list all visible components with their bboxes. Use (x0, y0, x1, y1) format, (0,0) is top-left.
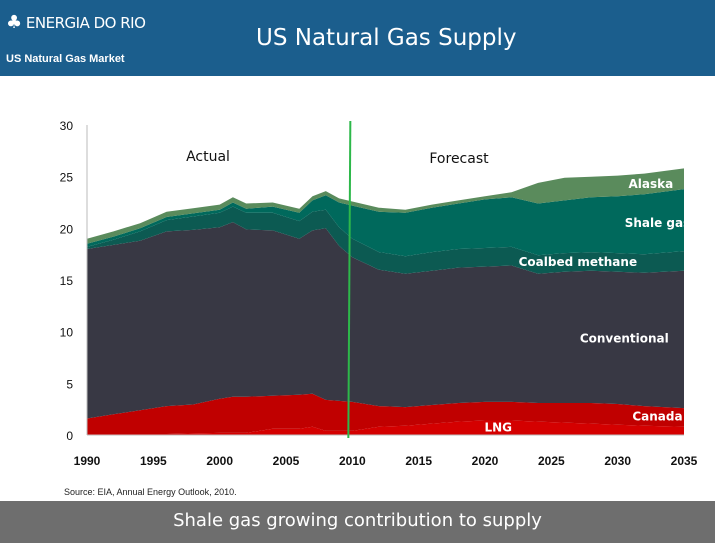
y-tick-label: 20 (60, 222, 74, 236)
logo-flame-icon: ♣ (6, 12, 22, 33)
series-label-shale-gas: Shale gas (625, 216, 691, 230)
region-label: Actual (186, 149, 230, 165)
x-tick-label: 2015 (405, 454, 432, 468)
series-labels: LNG Canada Conventional Coalbed methane Shal… (484, 177, 690, 434)
supply-area-chart: 1990 1995 2000 2005 2010 2015 2020 2025 2030 2035… (60, 119, 698, 468)
slide-title: US Natural Gas Supply (256, 25, 517, 51)
y-tick-label: 25 (60, 171, 74, 185)
company-logo: ♣ ENERGIA DO RIO (6, 12, 146, 33)
x-tick-label: 2005 (273, 454, 300, 468)
series-label-coalbed-methane: Coalbed methane (519, 255, 637, 269)
x-tick-label: 2000 (206, 454, 233, 468)
section-subtitle: US Natural Gas Market (6, 53, 125, 65)
area-coalbed-methane (87, 206, 684, 274)
area-conventional (87, 222, 684, 419)
forecast-divider-line (347, 120, 352, 439)
chart-axes (86, 125, 684, 436)
series-label-lng: LNG (484, 420, 512, 434)
series-label-conventional: Conventional (580, 331, 669, 345)
stacked-areas (87, 168, 684, 435)
y-tick-label: 0 (66, 429, 73, 443)
series-label-alaska: Alaska (628, 177, 673, 191)
area-lng (87, 420, 684, 435)
area-canada (87, 393, 684, 434)
y-tick-label: 5 (66, 377, 73, 391)
x-tick-label: 2010 (339, 454, 366, 468)
slide-footer: Shale gas growing contribution to supply (0, 501, 715, 543)
y-tick-label: 15 (60, 274, 74, 288)
y-tick-label: 10 (60, 326, 74, 340)
x-tick-label: 1990 (74, 454, 101, 468)
footer-caption: Shale gas growing contribution to supply (173, 510, 542, 531)
x-tick-label: 2035 (671, 454, 698, 468)
slide-header: ♣ ENERGIA DO RIO US Natural Gas Market U… (0, 0, 715, 76)
x-tick-label: 2020 (472, 454, 499, 468)
region-label: Forecast (429, 151, 489, 167)
area-alaska (87, 168, 684, 244)
x-tick-label: 1995 (140, 454, 167, 468)
tick-labels: 1990 1995 2000 2005 2010 2015 2020 2025 2030 2035… (60, 119, 698, 468)
source-note: Source: EIA, Annual Energy Outlook, 2010… (64, 487, 237, 497)
area-shale-gas (87, 189, 684, 257)
region-labels: Actual Forecast (186, 149, 489, 167)
series-label-canada: Canada (632, 409, 682, 423)
y-tick-label: 30 (60, 119, 74, 133)
x-tick-label: 2025 (538, 454, 565, 468)
logo-text: ENERGIA DO RIO (25, 14, 146, 32)
x-tick-label: 2030 (604, 454, 631, 468)
